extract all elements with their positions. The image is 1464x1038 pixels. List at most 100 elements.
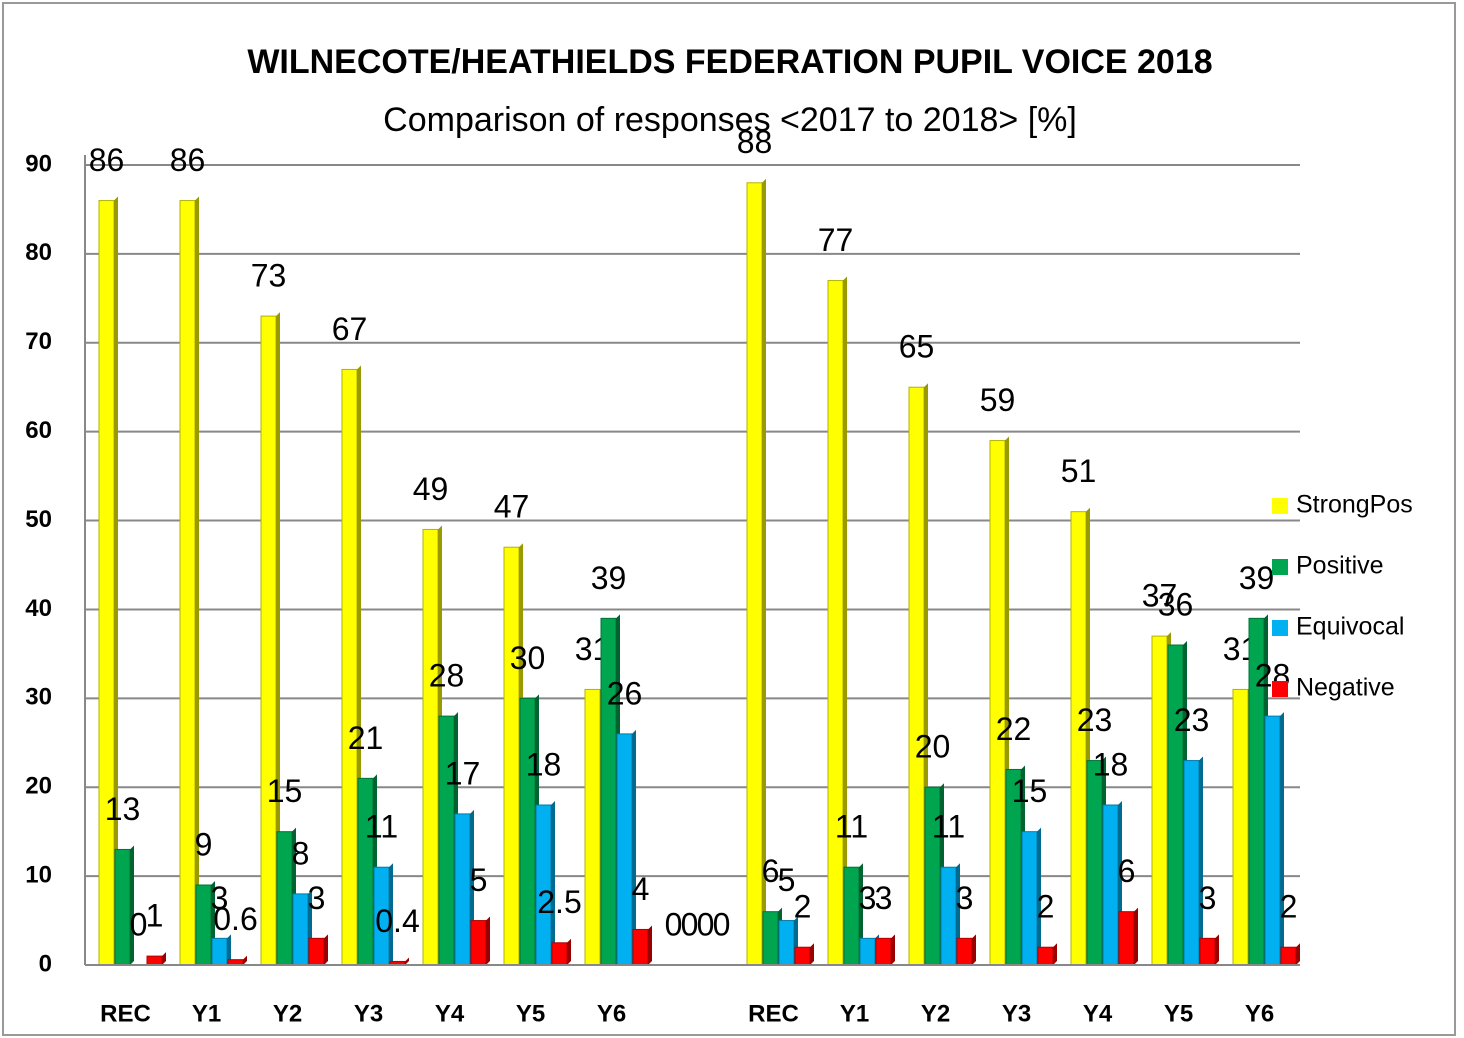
value-label: 0 bbox=[697, 906, 715, 942]
bar-side bbox=[891, 934, 895, 965]
bar-face bbox=[211, 937, 228, 966]
bar bbox=[794, 943, 814, 966]
x-tick-label: REC bbox=[748, 1000, 799, 1027]
value-label: 2 bbox=[1037, 889, 1055, 925]
bar-side bbox=[551, 801, 555, 965]
bar-side bbox=[389, 863, 393, 965]
value-label: 0 bbox=[681, 906, 699, 942]
bar-face bbox=[616, 733, 633, 966]
bar-side bbox=[632, 729, 636, 965]
bar bbox=[1264, 712, 1284, 966]
value-label: 23 bbox=[1174, 702, 1210, 738]
bar bbox=[1199, 934, 1219, 966]
value-label: 21 bbox=[348, 720, 384, 756]
value-label: 5 bbox=[470, 862, 488, 898]
value-label: 5 bbox=[778, 862, 796, 898]
value-label: 0.4 bbox=[375, 903, 419, 939]
value-label: 30 bbox=[510, 640, 546, 676]
bar-side bbox=[1134, 907, 1138, 965]
y-tick-label: 50 bbox=[25, 506, 52, 533]
bar-face bbox=[956, 937, 973, 966]
x-tick-label: Y1 bbox=[192, 1000, 221, 1027]
bar bbox=[616, 729, 636, 966]
x-tick-label: Y4 bbox=[435, 1000, 465, 1027]
bar bbox=[827, 276, 847, 966]
bar bbox=[470, 916, 490, 966]
bar-side bbox=[762, 178, 766, 965]
value-label: 2 bbox=[794, 889, 812, 925]
bar-side bbox=[810, 943, 814, 965]
bar-face bbox=[1037, 946, 1054, 966]
bar-face bbox=[746, 182, 763, 966]
bar-side bbox=[486, 916, 490, 965]
legend-label: Equivocal bbox=[1296, 613, 1404, 641]
bar-side bbox=[972, 934, 976, 965]
x-tick-label: Y1 bbox=[840, 1000, 869, 1027]
bar-face bbox=[308, 937, 325, 966]
value-label: 17 bbox=[445, 755, 481, 791]
bar-face bbox=[584, 688, 601, 966]
bar bbox=[519, 694, 539, 966]
bar-side bbox=[843, 276, 847, 965]
value-label: 77 bbox=[818, 222, 854, 258]
value-label: 39 bbox=[1239, 560, 1275, 596]
bar-face bbox=[1167, 644, 1184, 966]
bar-face bbox=[260, 315, 277, 966]
bar-face bbox=[1264, 715, 1281, 966]
bar-face bbox=[1070, 511, 1087, 966]
bar bbox=[308, 934, 328, 966]
bar-face bbox=[875, 937, 892, 966]
bar bbox=[551, 938, 571, 966]
value-label: 11 bbox=[932, 809, 965, 845]
x-tick-label: Y6 bbox=[597, 1000, 626, 1027]
bar-side bbox=[276, 312, 280, 966]
bar-face bbox=[1151, 635, 1168, 966]
bar-face bbox=[600, 617, 617, 966]
y-tick-label: 20 bbox=[25, 773, 52, 800]
bar-face bbox=[1118, 911, 1135, 966]
bar-face bbox=[827, 280, 844, 966]
bar-face bbox=[519, 697, 536, 966]
value-label: 13 bbox=[105, 791, 141, 827]
x-tick-label: Y4 bbox=[1083, 1000, 1113, 1027]
value-label: 2 bbox=[1280, 889, 1298, 925]
bar bbox=[875, 934, 895, 966]
chart-title: WILNECOTE/HEATHIELDS FEDERATION PUPIL VO… bbox=[247, 43, 1212, 81]
bar bbox=[632, 925, 652, 966]
value-label: 6 bbox=[762, 853, 780, 889]
y-tick-label: 0 bbox=[39, 950, 52, 977]
x-tick-label: Y5 bbox=[516, 1000, 545, 1027]
value-label: 26 bbox=[607, 675, 643, 711]
bar-side bbox=[324, 934, 328, 965]
x-tick-label: Y2 bbox=[273, 1000, 302, 1027]
bar-face bbox=[357, 777, 374, 966]
x-tick-label: REC bbox=[100, 1000, 151, 1027]
value-label: 3 bbox=[308, 880, 326, 916]
value-label: 65 bbox=[899, 329, 935, 365]
bar bbox=[1183, 756, 1203, 966]
value-label: 0 bbox=[130, 906, 148, 942]
y-tick-label: 40 bbox=[25, 595, 52, 622]
bar-face bbox=[292, 893, 309, 966]
value-label: 47 bbox=[494, 489, 530, 525]
value-label: 9 bbox=[195, 826, 213, 862]
y-tick-label: 70 bbox=[25, 328, 52, 355]
value-label: 15 bbox=[1012, 773, 1048, 809]
value-label: 2.5 bbox=[537, 884, 581, 920]
bar-side bbox=[1037, 827, 1041, 965]
value-label: 0 bbox=[713, 906, 731, 942]
value-label: 59 bbox=[980, 382, 1016, 418]
bar-face bbox=[1102, 804, 1119, 966]
value-label: 15 bbox=[267, 773, 303, 809]
legend-label: Positive bbox=[1296, 552, 1384, 580]
value-label: 11 bbox=[365, 809, 398, 845]
bar bbox=[746, 178, 766, 966]
x-tick-label: Y3 bbox=[354, 1000, 383, 1027]
value-label: 6 bbox=[1118, 853, 1136, 889]
value-label: 22 bbox=[996, 711, 1032, 747]
bar-face bbox=[989, 440, 1006, 966]
value-label: 73 bbox=[251, 258, 287, 294]
value-label: 86 bbox=[89, 142, 125, 178]
value-label: 3 bbox=[211, 880, 229, 916]
bar-side bbox=[1215, 934, 1219, 965]
